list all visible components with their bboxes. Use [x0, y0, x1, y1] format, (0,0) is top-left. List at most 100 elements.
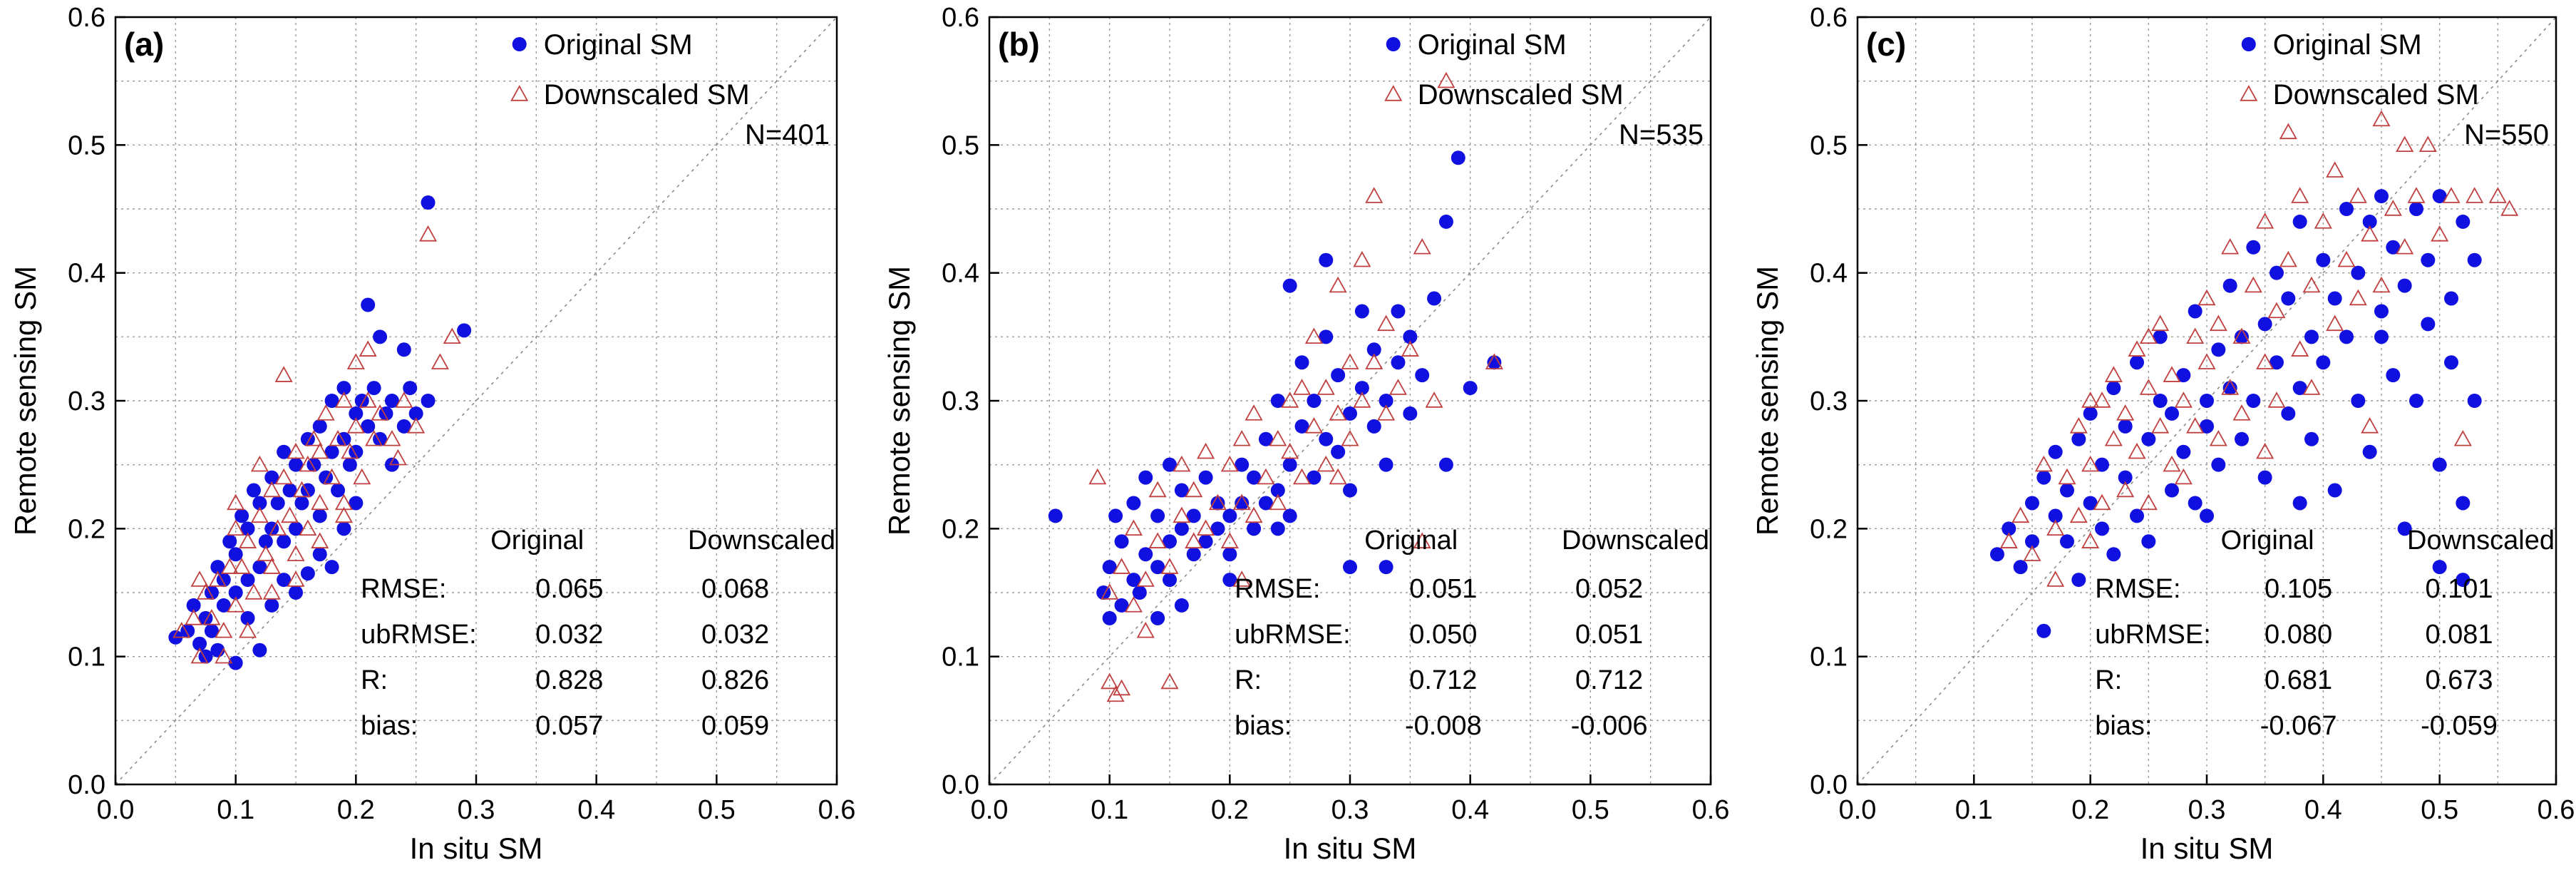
stats-value-downscaled: 0.052: [1575, 574, 1643, 604]
point-original: [349, 496, 364, 511]
point-original: [312, 508, 327, 523]
point-downscaled: [190, 647, 209, 664]
x-tick-label: 0.4: [2304, 795, 2342, 825]
point-downscaled: [2186, 327, 2205, 344]
point-downscaled: [2151, 314, 2170, 332]
point-downscaled: [1269, 429, 1287, 446]
legend-marker-original: [512, 37, 527, 51]
point-original: [2095, 457, 2109, 472]
point-original: [1331, 444, 1346, 459]
point-original: [2071, 431, 2086, 446]
point-downscaled: [2081, 392, 2100, 408]
point-original: [2432, 189, 2447, 204]
point-downscaled: [2326, 314, 2344, 332]
point-original: [186, 598, 201, 613]
stats-value-original: 0.032: [535, 620, 603, 650]
point-downscaled: [2302, 276, 2321, 293]
point-original: [228, 547, 243, 562]
stats-value-original: 0.681: [2265, 665, 2332, 695]
point-downscaled: [323, 468, 341, 485]
point-downscaled: [353, 468, 371, 485]
point-downscaled: [334, 493, 353, 511]
point-original: [2222, 278, 2237, 293]
x-tick-label: 0.6: [1692, 795, 1730, 825]
point-downscaled: [2034, 455, 2053, 472]
point-original: [1379, 394, 1393, 408]
point-original: [1415, 368, 1430, 383]
point-original: [1235, 496, 1250, 511]
point-original: [2118, 470, 2133, 485]
y-tick-label: 0.3: [1810, 387, 1848, 416]
point-original: [216, 598, 231, 613]
stats-value-downscaled: 0.068: [701, 574, 769, 604]
y-tick-label: 0.6: [942, 3, 979, 33]
point-downscaled: [2139, 493, 2158, 511]
stats-row-label: R:: [1235, 665, 1262, 695]
point-downscaled: [1257, 468, 1275, 485]
point-downscaled: [2256, 442, 2274, 459]
point-downscaled: [2058, 468, 2076, 485]
point-original: [1048, 508, 1063, 523]
point-downscaled: [304, 429, 323, 446]
point-original: [1114, 534, 1129, 549]
point-downscaled: [334, 392, 353, 408]
point-original: [1138, 470, 1153, 485]
point-downscaled: [1329, 276, 1347, 293]
point-downscaled: [250, 506, 269, 523]
point-downscaled: [2488, 187, 2507, 203]
point-original: [1270, 394, 1285, 408]
point-downscaled: [2396, 135, 2414, 153]
point-downscaled: [1317, 379, 1335, 395]
point-original: [1438, 214, 1453, 229]
point-original: [2374, 329, 2389, 344]
point-downscaled: [334, 506, 353, 523]
point-original: [349, 406, 364, 421]
point-original: [2001, 521, 2016, 536]
point-downscaled: [2186, 417, 2205, 434]
point-downscaled: [359, 340, 377, 357]
one-to-one-line: [115, 16, 838, 785]
point-original: [2304, 431, 2319, 446]
point-downscaled: [2221, 379, 2240, 395]
point-original: [1114, 598, 1129, 613]
point-original: [240, 610, 255, 625]
point-downscaled: [262, 583, 281, 600]
point-downscaled: [185, 609, 203, 625]
point-original: [1102, 610, 1117, 625]
point-downscaled: [2407, 187, 2426, 203]
point-original: [240, 573, 255, 588]
point-original: [228, 655, 243, 670]
point-original: [2327, 483, 2342, 498]
point-original: [2339, 202, 2354, 216]
point-original: [2083, 406, 2098, 421]
point-original: [2083, 496, 2098, 511]
point-original: [1132, 585, 1147, 600]
point-original: [2036, 623, 2051, 638]
point-downscaled: [2291, 340, 2309, 357]
point-downscaled: [346, 417, 365, 434]
stats-value-downscaled: 0.059: [701, 711, 769, 741]
legend-label-downscaled: Downscaled SM: [2273, 79, 2479, 111]
point-downscaled: [2081, 455, 2100, 472]
point-original: [1331, 368, 1346, 383]
point-original: [1307, 470, 1322, 485]
point-original: [1487, 355, 1502, 370]
point-original: [1163, 534, 1177, 549]
point-downscaled: [2302, 379, 2321, 395]
point-original: [2281, 406, 2296, 421]
stats-row-label: RMSE:: [2095, 574, 2180, 604]
x-tick-label: 0.6: [818, 795, 856, 825]
point-downscaled: [311, 493, 329, 511]
y-tick-label: 0.2: [68, 514, 105, 544]
point-original: [2246, 394, 2261, 408]
point-original: [1391, 304, 1406, 319]
point-original: [2351, 394, 2366, 408]
stats-value-downscaled: 0.101: [2425, 574, 2493, 604]
stats-row-label: bias:: [361, 711, 418, 741]
point-original: [1270, 483, 1285, 498]
point-downscaled: [2337, 250, 2356, 267]
point-downscaled: [1413, 532, 1431, 548]
point-downscaled: [1389, 379, 1407, 395]
stats-value-original: 0.051: [1409, 574, 1477, 604]
point-downscaled: [208, 570, 227, 587]
